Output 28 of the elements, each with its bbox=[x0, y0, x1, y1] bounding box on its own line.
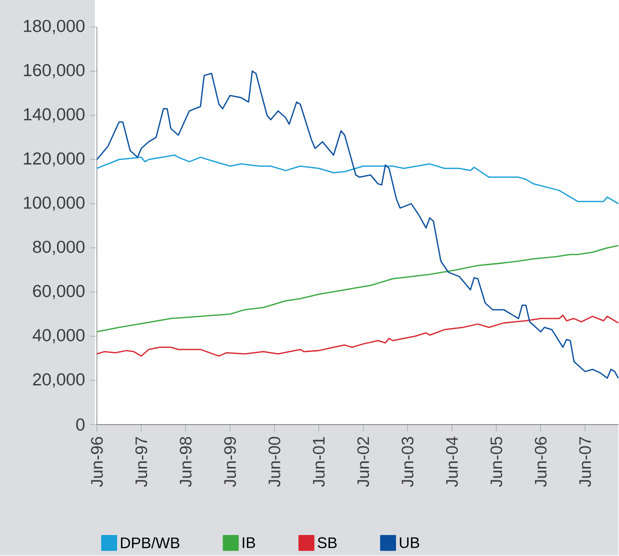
x-tick-label: Jun-98 bbox=[180, 437, 192, 488]
y-tick-label: 120,000 bbox=[24, 152, 85, 167]
y-tick-label: 140,000 bbox=[24, 108, 85, 123]
y-tick-label: 40,000 bbox=[32, 329, 85, 344]
legend-label: UB bbox=[400, 538, 420, 548]
y-tick-label: 20,000 bbox=[33, 373, 85, 388]
x-tick-label: Jun-05 bbox=[490, 437, 502, 488]
y-tick-label: 60,000 bbox=[33, 285, 85, 300]
legend-label: IB bbox=[242, 538, 256, 548]
y-tick-label: 80,000 bbox=[32, 240, 85, 256]
line-series bbox=[96, 314, 619, 357]
x-tick-label: Jun-00 bbox=[268, 437, 280, 488]
legend-label: DPB/WB bbox=[121, 537, 180, 549]
y-tick-label: 0 bbox=[76, 418, 85, 431]
line-series bbox=[96, 70, 619, 380]
x-tick-label: Jun-02 bbox=[357, 437, 370, 488]
x-tick-label: Jun-01 bbox=[312, 437, 325, 488]
legend-label: SB bbox=[318, 538, 337, 548]
y-tick-label: 180,000 bbox=[24, 20, 85, 34]
y-tick-label: 100,000 bbox=[24, 196, 85, 212]
x-tick-label: Jun-96 bbox=[91, 437, 103, 488]
x-tick-label: Jun-97 bbox=[135, 437, 148, 488]
x-tick-label: Jun-99 bbox=[224, 437, 236, 488]
x-tick-label: Jun-03 bbox=[402, 437, 414, 488]
y-tick-label: 160,000 bbox=[24, 64, 85, 79]
x-tick-label: Jun-07 bbox=[579, 437, 591, 488]
x-tick-label: Jun-04 bbox=[446, 437, 458, 488]
x-tick-label: Jun-06 bbox=[534, 437, 547, 488]
